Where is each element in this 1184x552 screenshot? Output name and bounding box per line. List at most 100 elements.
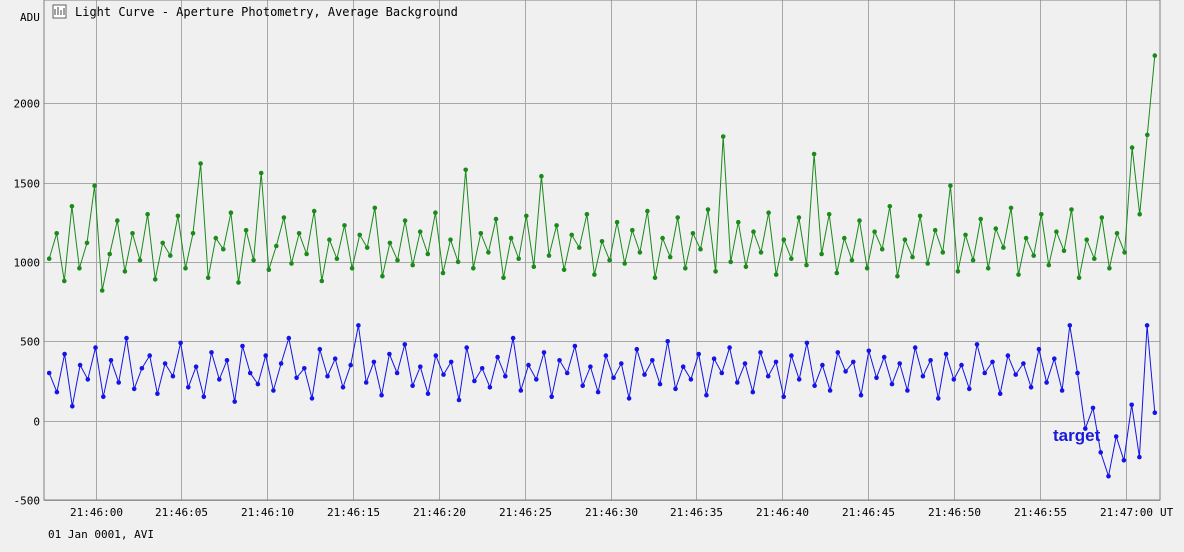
data-point: [673, 386, 678, 392]
data-point: [217, 377, 222, 382]
data-point: [251, 258, 256, 263]
data-point: [1036, 346, 1042, 352]
data-point: [263, 353, 269, 358]
data-point: [155, 391, 160, 397]
chart-title: Light Curve - Aperture Photometry, Avera…: [75, 5, 458, 19]
data-point: [887, 204, 893, 209]
data-point: [634, 346, 640, 352]
data-point: [99, 288, 105, 293]
plot-frame: [43, 0, 1161, 501]
data-point: [897, 361, 902, 366]
data-point: [1044, 380, 1049, 385]
data-point: [85, 377, 91, 382]
data-point: [193, 364, 199, 370]
data-point: [1129, 145, 1135, 150]
data-point: [820, 362, 825, 368]
data-point: [874, 375, 879, 381]
data-point: [479, 366, 485, 371]
data-point: [317, 346, 323, 352]
data-point: [503, 373, 508, 379]
data-point: [168, 253, 173, 258]
data-point: [990, 359, 995, 365]
data-point: [518, 388, 524, 393]
data-point: [758, 350, 763, 355]
data-point: [501, 275, 506, 281]
data-point: [190, 231, 196, 236]
data-point: [580, 383, 585, 389]
data-point: [433, 353, 439, 358]
data-point: [588, 364, 593, 370]
data-point: [1114, 231, 1120, 236]
data-point: [758, 250, 764, 255]
y-tick-label: 1000: [14, 257, 41, 270]
data-point: [812, 383, 817, 389]
data-point: [704, 392, 709, 398]
data-point: [940, 250, 946, 255]
data-point: [152, 277, 158, 282]
data-point: [569, 232, 574, 238]
data-point: [1145, 132, 1150, 138]
data-point: [974, 342, 980, 347]
data-point: [660, 235, 665, 241]
data-point: [1113, 434, 1119, 439]
data-point: [1152, 410, 1158, 416]
data-point: [951, 377, 957, 382]
data-point: [456, 397, 462, 403]
data-point: [232, 399, 237, 404]
data-point: [1016, 272, 1021, 277]
data-point: [332, 356, 338, 362]
data-point: [1076, 275, 1082, 281]
data-point: [394, 370, 400, 376]
data-point: [982, 370, 987, 376]
data-point: [526, 362, 531, 368]
data-point: [713, 269, 718, 274]
data-point: [577, 245, 582, 250]
data-point: [410, 262, 416, 268]
x-tick-label: 21:46:20: [413, 506, 466, 519]
data-point: [675, 215, 680, 220]
data-point: [122, 269, 128, 274]
data-point: [955, 269, 961, 274]
series-layer: [46, 53, 1158, 479]
data-point: [895, 273, 900, 279]
data-point: [1098, 450, 1103, 455]
data-point: [487, 385, 493, 390]
data-point: [789, 256, 794, 262]
data-point: [1090, 405, 1096, 411]
data-point: [705, 207, 711, 212]
data-point: [402, 218, 408, 223]
data-point: [1106, 473, 1111, 479]
data-point: [340, 385, 346, 390]
data-point: [236, 280, 241, 285]
data-point: [637, 250, 643, 255]
data-point: [1023, 235, 1029, 241]
data-point: [441, 372, 446, 377]
data-point: [557, 358, 562, 363]
data-point: [920, 373, 926, 379]
data-point: [546, 253, 552, 258]
data-point: [54, 231, 59, 236]
data-point: [728, 259, 733, 265]
data-point: [108, 358, 114, 363]
data-point: [607, 258, 612, 263]
data-point: [1122, 250, 1127, 255]
data-point: [395, 258, 400, 263]
data-point: [162, 361, 168, 366]
data-point: [107, 251, 112, 257]
y-tick-label: 1500: [14, 178, 41, 191]
data-point: [711, 356, 717, 362]
data-point: [274, 243, 279, 249]
x-tick-label: 21:47:00: [1100, 506, 1153, 519]
data-point: [932, 227, 938, 233]
data-point: [410, 383, 415, 389]
data-point: [564, 370, 570, 376]
data-point: [541, 350, 547, 355]
data-point: [796, 377, 802, 382]
data-point: [735, 380, 740, 385]
data-point: [464, 345, 470, 350]
data-point: [811, 151, 817, 157]
x-tick-label: 21:46:55: [1014, 506, 1067, 519]
data-point: [380, 273, 385, 279]
data-point: [510, 335, 516, 341]
data-point: [835, 350, 841, 355]
